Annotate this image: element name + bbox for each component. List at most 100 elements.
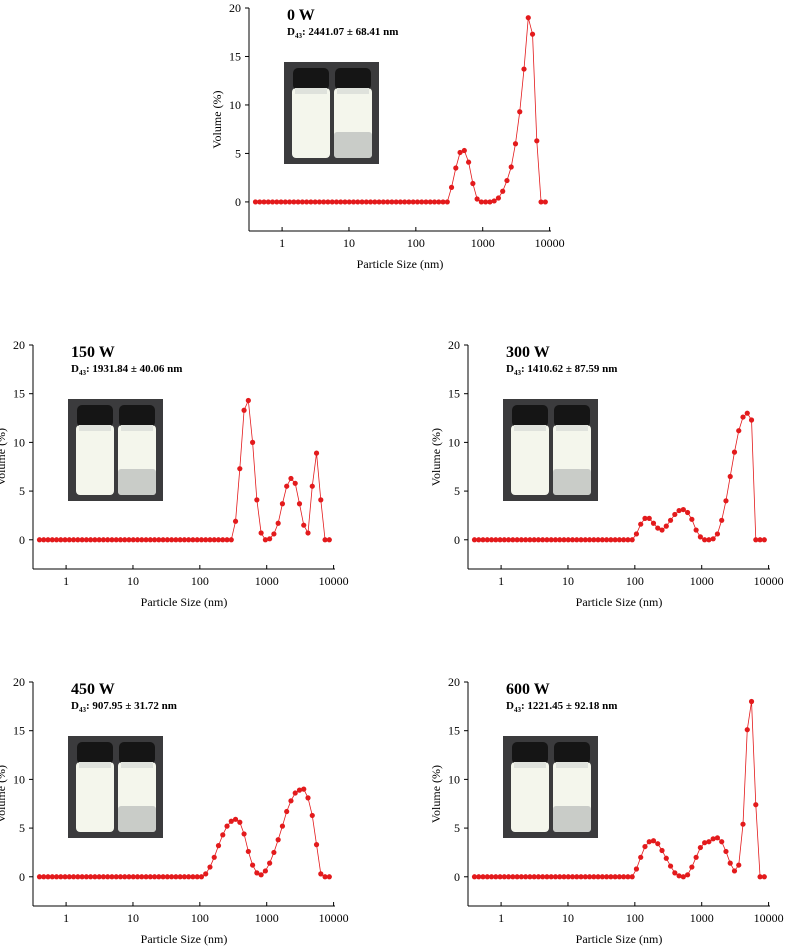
data-point (274, 199, 280, 205)
data-point (440, 199, 446, 205)
data-point (697, 534, 703, 540)
bottle-cap (119, 742, 155, 764)
data-point (501, 537, 507, 543)
bottle-neck (79, 762, 111, 768)
data-point (249, 439, 256, 445)
y-tick-label: 10 (13, 435, 25, 449)
data-point (156, 537, 162, 543)
data-point (510, 874, 516, 880)
data-point (753, 802, 759, 808)
data-point (740, 414, 746, 420)
data-point (296, 787, 303, 793)
y-tick-label: 10 (448, 772, 460, 786)
data-point (423, 199, 429, 205)
sample-photo (68, 736, 163, 838)
data-point (697, 844, 703, 851)
data-point (312, 199, 318, 205)
annotation-symbol: D (506, 363, 514, 375)
data-point (58, 537, 64, 543)
data-point (363, 199, 369, 205)
data-point (220, 537, 226, 543)
data-point (748, 417, 755, 423)
data-point (292, 480, 298, 486)
data-point (680, 874, 686, 880)
data-point (727, 473, 733, 480)
data-point (650, 520, 657, 526)
data-point (431, 199, 438, 205)
data-point (122, 537, 128, 543)
data-point (326, 537, 332, 543)
data-point (143, 874, 149, 880)
x-axis-title: Particle Size (nm) (576, 932, 663, 946)
y-axis-title: Volume (%) (429, 428, 443, 486)
data-point (151, 874, 158, 880)
data-point (621, 537, 627, 543)
data-point (476, 537, 482, 543)
data-point (169, 874, 175, 880)
x-tick-label: 100 (407, 236, 425, 250)
data-point (523, 874, 529, 880)
y-tick-label: 0 (235, 195, 241, 209)
data-point (586, 537, 593, 543)
data-point (518, 874, 524, 880)
data-point (740, 821, 746, 827)
data-point (177, 874, 183, 880)
data-point (736, 862, 742, 868)
data-point (625, 874, 631, 880)
y-tick-label: 0 (454, 870, 460, 884)
data-point (321, 199, 327, 205)
annotation: D43: 907.95 ± 31.72 nm (71, 700, 177, 714)
x-tick-label: 10000 (754, 911, 784, 925)
data-point (642, 515, 648, 521)
data-point (279, 823, 286, 829)
bottle-sediment (118, 469, 156, 495)
bottle-cap (554, 742, 590, 764)
data-point (329, 199, 335, 205)
data-point (672, 870, 678, 876)
data-point (659, 527, 665, 533)
data-point (569, 537, 576, 543)
data-point (83, 537, 89, 543)
y-tick-label: 15 (13, 724, 25, 738)
data-point (565, 874, 571, 880)
data-point (680, 506, 686, 513)
data-point (224, 823, 230, 829)
data-point (36, 537, 43, 543)
data-point (569, 874, 576, 880)
data-point (295, 199, 301, 205)
data-point (181, 874, 188, 880)
x-tick-label: 10 (562, 574, 574, 588)
data-point (616, 537, 623, 543)
data-point (540, 537, 546, 543)
data-point (100, 874, 107, 880)
data-point (70, 537, 77, 543)
data-point (88, 874, 94, 880)
data-point (719, 839, 725, 845)
data-point (367, 199, 374, 205)
data-point (284, 808, 290, 815)
y-axis-title: Volume (%) (429, 765, 443, 823)
data-point (702, 537, 708, 543)
data-point (621, 874, 627, 880)
data-point (501, 874, 507, 880)
sample-photo (68, 399, 163, 501)
data-point (561, 537, 567, 543)
data-point (500, 188, 506, 194)
data-point (143, 537, 149, 543)
chart-panel: 0 5 10 15 20 1 10 100 1000 10000 Particle Size (nm… (0, 675, 349, 946)
data-point (474, 196, 480, 202)
data-point (544, 537, 550, 543)
data-point (478, 199, 484, 205)
data-point (113, 537, 119, 543)
data-point (684, 872, 691, 878)
data-point (173, 537, 179, 543)
data-point (228, 537, 234, 543)
chart-panel: 0 5 10 15 20 1 10 100 1000 10000 Particle Size (nm… (429, 675, 784, 946)
data-point (232, 816, 239, 822)
data-point (325, 199, 331, 205)
data-point (706, 537, 712, 543)
data-point (736, 428, 742, 434)
data-point (714, 531, 721, 537)
data-point (305, 795, 311, 801)
